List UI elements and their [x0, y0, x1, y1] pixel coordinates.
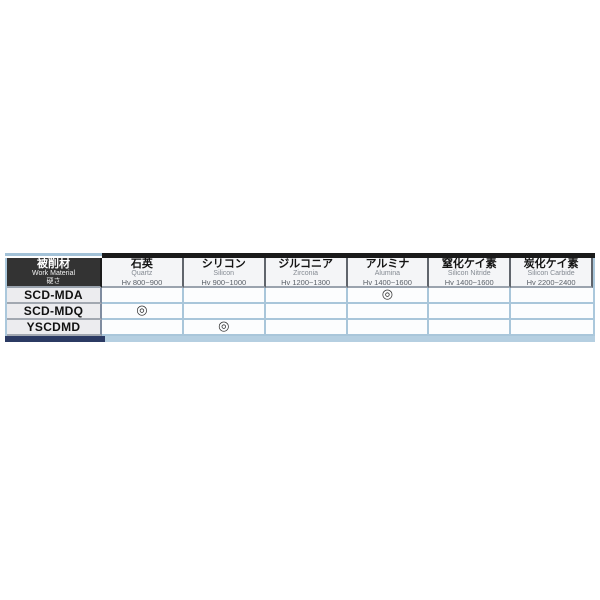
mark-cell — [102, 288, 184, 304]
mark-cell — [429, 288, 512, 304]
mark-cell — [511, 304, 593, 320]
column-hardness: Hv 1200~1300 — [281, 277, 331, 287]
bottom-accent-bar-navy — [5, 336, 105, 342]
column-hardness: Hv 800~900 — [121, 277, 163, 287]
column-hardness: Hv 1400~1600 — [444, 277, 494, 287]
row-label-yscdmd: YSCDMD — [7, 320, 102, 336]
mark-cell — [265, 320, 348, 336]
mark-cell — [429, 304, 512, 320]
mark-cell — [102, 320, 184, 336]
column-header-quartz: 石英 Quartz Hv 800~900 — [102, 258, 184, 288]
column-name-en: Alumina — [374, 269, 401, 277]
column-header-silicon: シリコン Silicon Hv 900~1000 — [183, 258, 266, 288]
table-grid: 被削材 Work Material 硬さ 石英 Quartz Hv 800~90… — [5, 258, 595, 336]
top-accent-bar-black — [102, 253, 595, 258]
column-header-zirconia: ジルコニア Zirconia Hv 1200~1300 — [265, 258, 348, 288]
work-material-compatibility-table: 被削材 Work Material 硬さ 石英 Quartz Hv 800~90… — [5, 253, 595, 342]
column-header-silicon-nitride: 窒化ケイ素 Silicon Nitride Hv 1400~1600 — [429, 258, 512, 288]
column-header-alumina: アルミナ Alumina Hv 1400~1600 — [347, 258, 430, 288]
mark-cell — [265, 304, 348, 320]
mark-cell — [429, 320, 512, 336]
column-name: 炭化ケイ素 — [523, 258, 579, 270]
corner-note: 硬さ — [46, 278, 61, 285]
corner-subtitle: Work Material — [31, 270, 76, 277]
double-circle-mark: ◎ — [347, 288, 430, 304]
column-header-silicon-carbide: 炭化ケイ素 Silicon Carbide Hv 2200~2400 — [511, 258, 593, 288]
mark-cell — [347, 304, 430, 320]
top-accent-bar — [5, 253, 595, 258]
mark-cell — [511, 288, 593, 304]
column-name: アルミナ — [365, 258, 410, 270]
mark-cell — [347, 320, 430, 336]
bottom-accent-bar — [5, 336, 595, 342]
mark-cell — [183, 304, 266, 320]
row-label-scd-mdq: SCD-MDQ — [7, 304, 102, 320]
column-hardness: Hv 1400~1600 — [362, 277, 412, 287]
double-circle-mark: ◎ — [183, 320, 266, 336]
column-name: シリコン — [201, 258, 246, 270]
column-name-en: Silicon Carbide — [527, 269, 575, 277]
bottom-accent-bar-blue — [105, 336, 595, 342]
corner-title: 被削材 — [37, 258, 70, 270]
column-name: 窒化ケイ素 — [441, 258, 497, 270]
mark-cell — [265, 288, 348, 304]
column-name-en: Silicon Nitride — [447, 269, 491, 277]
column-name-en: Zirconia — [293, 269, 319, 277]
column-hardness: Hv 2200~2400 — [526, 277, 576, 287]
column-hardness: Hv 900~1000 — [201, 277, 247, 287]
column-name: ジルコニア — [278, 258, 333, 270]
row-label-scd-mda: SCD-MDA — [7, 288, 102, 304]
mark-cell — [183, 288, 266, 304]
column-name: 石英 — [130, 258, 153, 270]
mark-cell — [511, 320, 593, 336]
column-name-en: Quartz — [131, 269, 153, 277]
double-circle-mark: ◎ — [102, 304, 184, 320]
column-name-en: Silicon — [213, 269, 235, 277]
top-accent-bar-blue — [5, 253, 102, 256]
corner-header-cell: 被削材 Work Material 硬さ — [7, 258, 102, 288]
